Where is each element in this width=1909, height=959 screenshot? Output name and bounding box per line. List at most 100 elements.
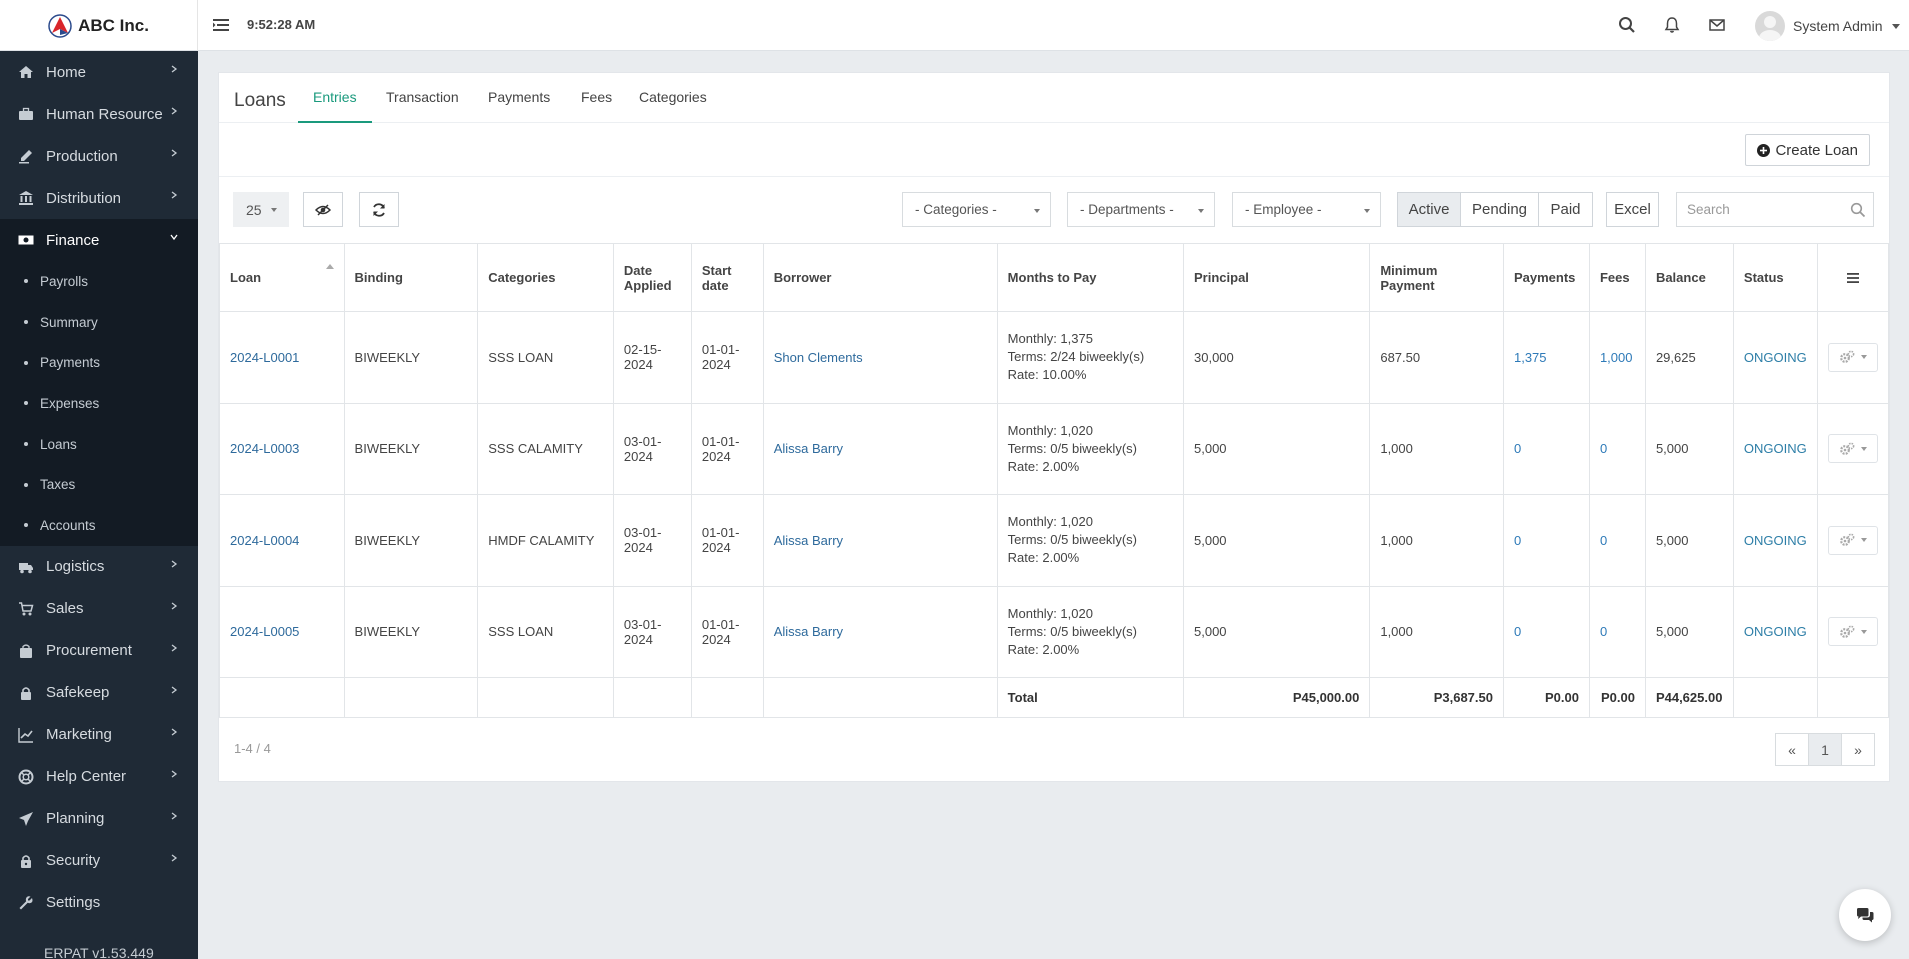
loan-id-link[interactable]: 2024-L0003 xyxy=(219,402,345,495)
fees-link[interactable]: 0 xyxy=(1588,494,1646,587)
col-header-status[interactable]: Status xyxy=(1732,243,1818,312)
tab-categories[interactable]: Categories xyxy=(639,89,707,105)
padlock-icon xyxy=(21,855,31,868)
loan-id-link[interactable]: 2024-L0004 xyxy=(219,494,345,587)
sidebar-item-logistics[interactable]: Logistics xyxy=(0,546,198,588)
tab-payments[interactable]: Payments xyxy=(488,89,551,105)
min-payment-cell: 687.50 xyxy=(1369,311,1504,404)
sidebar-subitem-taxes[interactable]: Taxes xyxy=(0,464,198,505)
filter-pending-button[interactable]: Pending xyxy=(1460,192,1539,227)
mail-icon[interactable] xyxy=(1707,15,1727,35)
row-actions-button[interactable] xyxy=(1827,617,1878,647)
col-header-fees[interactable]: Fees xyxy=(1588,243,1646,312)
payments-link[interactable]: 0 xyxy=(1502,494,1590,587)
balance-cell: 29,625 xyxy=(1644,311,1734,404)
balance-cell: 5,000 xyxy=(1644,585,1734,678)
borrower-link[interactable]: Alissa Barry xyxy=(762,585,998,678)
menu-toggle-icon[interactable] xyxy=(212,16,230,34)
filter-active-button[interactable]: Active xyxy=(1397,192,1461,227)
col-header-minimum-payment[interactable]: Minimum Payment xyxy=(1369,243,1504,312)
departments-select[interactable]: - Departments - xyxy=(1067,192,1215,227)
row-actions-cell xyxy=(1816,585,1890,678)
brand[interactable]: ABC Inc. xyxy=(0,0,198,51)
row-actions-button[interactable] xyxy=(1827,525,1878,555)
col-header-months-to-pay[interactable]: Months to Pay xyxy=(996,243,1185,312)
search-icon[interactable] xyxy=(1617,15,1637,35)
fees-link[interactable]: 1,000 xyxy=(1588,311,1646,404)
sidebar-item-planning[interactable]: Planning xyxy=(0,798,198,840)
sidebar-item-help-center[interactable]: Help Center xyxy=(0,756,198,798)
table-total-row: Total P45,000.00 P3,687.50 P0.00 P0.00 P… xyxy=(219,677,1890,718)
rate: Rate: 2.00% xyxy=(1007,458,1080,474)
sidebar-subitem-loans[interactable]: Loans xyxy=(0,424,198,465)
col-header-loan[interactable]: Loan xyxy=(219,243,345,312)
pagination-prev[interactable]: « xyxy=(1775,733,1809,766)
sidebar-item-safekeep[interactable]: Safekeep xyxy=(0,672,198,714)
toggle-columns-button[interactable] xyxy=(303,192,343,227)
search-input[interactable]: Search xyxy=(1676,192,1874,227)
borrower-link[interactable]: Alissa Barry xyxy=(762,494,998,587)
record-count: 1-4 / 4 xyxy=(234,741,271,756)
col-header-date-applied[interactable]: Date Applied xyxy=(612,243,692,312)
employee-select[interactable]: - Employee - xyxy=(1232,192,1381,227)
tab-transaction[interactable]: Transaction xyxy=(386,89,459,105)
col-header-borrower[interactable]: Borrower xyxy=(762,243,998,312)
loan-id-link[interactable]: 2024-L0001 xyxy=(219,311,345,404)
row-actions-button[interactable] xyxy=(1827,434,1878,464)
col-header-binding[interactable]: Binding xyxy=(343,243,479,312)
sidebar-item-finance[interactable]: Finance xyxy=(0,219,198,261)
payments-link[interactable]: 0 xyxy=(1502,585,1590,678)
category-cell: SSS CALAMITY xyxy=(477,402,614,495)
col-header-balance[interactable]: Balance xyxy=(1644,243,1734,312)
fees-link[interactable]: 0 xyxy=(1588,402,1646,495)
sidebar-item-distribution[interactable]: Distribution xyxy=(0,177,198,219)
bullet xyxy=(24,360,28,365)
sidebar-item-label: Help Center xyxy=(46,768,127,786)
borrower-link[interactable]: Alissa Barry xyxy=(762,402,998,495)
sidebar-item-settings[interactable]: Settings xyxy=(0,882,198,924)
borrower-link[interactable]: Shon Clements xyxy=(762,311,998,404)
sidebar-subitem-expenses[interactable]: Expenses xyxy=(0,383,198,424)
user-menu[interactable]: System Admin xyxy=(1755,11,1901,41)
sidebar-item-label: Production xyxy=(46,147,118,165)
sidebar-item-human-resource[interactable]: Human Resource xyxy=(0,93,198,135)
filter-paid-button[interactable]: Paid xyxy=(1538,192,1593,227)
tab-fees[interactable]: Fees xyxy=(581,89,613,105)
tab-entries[interactable]: Entries xyxy=(298,89,372,123)
payments-link[interactable]: 1,375 xyxy=(1502,311,1590,404)
col-header-options[interactable] xyxy=(1816,243,1890,312)
pagination-page[interactable]: 1 xyxy=(1808,733,1842,766)
sidebar-item-sales[interactable]: Sales xyxy=(0,588,198,630)
sidebar-subitem-payments[interactable]: Payments xyxy=(0,342,198,383)
row-actions-button[interactable] xyxy=(1827,342,1878,372)
sidebar-item-marketing[interactable]: Marketing xyxy=(0,714,198,756)
col-header-payments[interactable]: Payments xyxy=(1502,243,1590,312)
table-row: 2024-L0001 BIWEEKLY SSS LOAN 02-15-2024 01-0… xyxy=(219,311,1890,404)
create-loan-button[interactable]: Create Loan xyxy=(1745,134,1870,166)
categories-select[interactable]: - Categories - xyxy=(902,192,1051,227)
chevron-right-icon xyxy=(171,770,178,778)
brand-logo-icon xyxy=(48,13,72,38)
col-header-categories[interactable]: Categories xyxy=(477,243,614,312)
refresh-button[interactable] xyxy=(359,192,399,227)
page-size-select[interactable]: 25 xyxy=(233,192,289,227)
sidebar-subitem-summary[interactable]: Summary xyxy=(0,302,198,343)
fees-link[interactable]: 0 xyxy=(1588,585,1646,678)
actions-row: Create Loan xyxy=(219,123,1889,177)
loan-id-link[interactable]: 2024-L0005 xyxy=(219,585,345,678)
sidebar-item-production[interactable]: Production xyxy=(0,135,198,177)
chat-button[interactable] xyxy=(1839,889,1891,941)
excel-button[interactable]: Excel xyxy=(1606,192,1659,227)
payments-link[interactable]: 0 xyxy=(1502,402,1590,495)
pagination-next[interactable]: » xyxy=(1841,733,1875,766)
sidebar-item-security[interactable]: Security xyxy=(0,840,198,882)
bell-icon[interactable] xyxy=(1662,15,1682,35)
sidebar-item-procurement[interactable]: Procurement xyxy=(0,630,198,672)
sidebar-item-home[interactable]: Home xyxy=(0,51,198,93)
col-header-start-date[interactable]: Start date xyxy=(690,243,764,312)
col-header-principal[interactable]: Principal xyxy=(1182,243,1371,312)
create-loan-label: Create Loan xyxy=(1775,141,1858,159)
chevron-right-icon xyxy=(171,602,178,610)
sidebar-subitem-payrolls[interactable]: Payrolls xyxy=(0,261,198,302)
sidebar-subitem-accounts[interactable]: Accounts xyxy=(0,505,198,546)
